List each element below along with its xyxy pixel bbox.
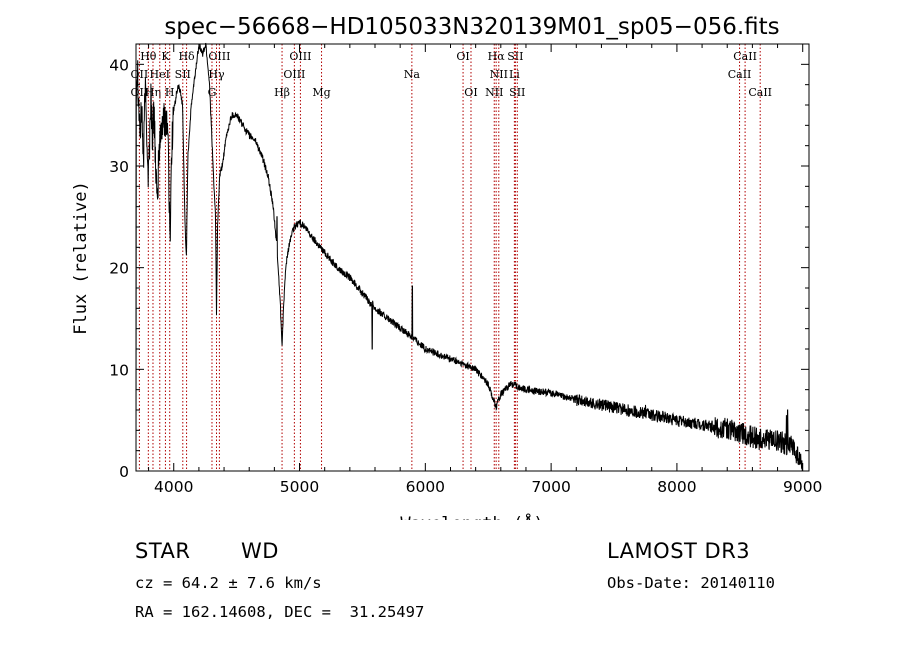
line-label: G [208, 86, 217, 99]
spectrum-trace [135, 42, 803, 472]
line-label: OIII [283, 68, 305, 81]
line-label: NII [485, 86, 503, 99]
line-label: Hγ [208, 68, 225, 81]
chart-title: spec−56668−HD105033N320139M01_sp05−056.f… [164, 14, 779, 40]
y-axis-label: Flux (relative) [71, 181, 91, 335]
line-label: Mg [312, 86, 330, 99]
line-label: HeI [150, 68, 170, 81]
line-label: SII [175, 68, 191, 81]
plot-frame [135, 43, 810, 472]
y-tick-label: 10 [109, 361, 129, 379]
line-label: Hη [145, 86, 161, 99]
x-tick-label: 9000 [783, 478, 822, 496]
spectrum-chart: spec−56668−HD105033N320139M01_sp05−056.f… [71, 14, 822, 520]
line-label: Hθ [140, 50, 157, 63]
line-label: CaII [728, 68, 752, 81]
line-label: Li [509, 68, 520, 81]
line-label: CaII [748, 86, 772, 99]
x-tick-label: 8000 [657, 478, 696, 496]
observation-date: Obs-Date: 20140110 [607, 574, 775, 592]
y-tick-label: 40 [109, 56, 129, 74]
sky-coordinates: RA = 162.14608, DEC = 31.25497 [135, 603, 425, 621]
line-label: NII [490, 68, 508, 81]
line-label: OIII [289, 50, 311, 63]
line-label: Hβ [274, 86, 290, 99]
line-label: OII [131, 68, 149, 81]
line-label: OI [456, 50, 469, 63]
x-tick-label: 4000 [154, 478, 193, 496]
y-tick-label: 30 [109, 158, 129, 176]
line-label: OIII [208, 50, 230, 63]
line-label: K [161, 50, 170, 63]
y-tick-label: 0 [119, 463, 129, 481]
survey-name: LAMOST DR3 [607, 539, 751, 563]
x-tick-label: 5000 [280, 478, 319, 496]
axis-ticks: 4000 5000 6000 7000 8000 9000 0 10 20 30 40 [109, 43, 822, 496]
y-tick-label: 20 [109, 260, 129, 278]
redshift-value: cz = 64.2 ± 7.6 km/s [135, 574, 322, 592]
spectrum-line [135, 42, 803, 472]
line-label: SII [509, 86, 525, 99]
line-label: OI [464, 86, 477, 99]
line-label: Hα [488, 50, 506, 63]
line-label: H [165, 86, 175, 99]
x-axis-label: Wavelength (Å) [400, 512, 543, 520]
object-class: STAR [135, 539, 191, 563]
x-tick-label: 7000 [531, 478, 570, 496]
x-tick-label: 6000 [406, 478, 445, 496]
object-subclass: WD [241, 539, 279, 563]
line-label: CaII [733, 50, 757, 63]
line-label: SII [507, 50, 523, 63]
line-label: Hδ [178, 50, 195, 63]
line-label: OII [131, 86, 149, 99]
line-label: Na [404, 68, 421, 81]
